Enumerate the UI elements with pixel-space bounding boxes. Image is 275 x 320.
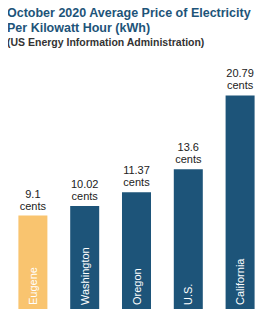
svg-text:California: California (234, 258, 246, 305)
html-text:October 2020 Average Price of: October 2020 Average Price of Electricit… (7, 6, 251, 35)
svg-text:9.1cents: 9.1cents (20, 188, 47, 212)
svg-text:Washington: Washington (79, 247, 91, 305)
svg-text:11.37cents: 11.37cents (123, 164, 150, 188)
svg-text:Eugene: Eugene (27, 267, 39, 305)
svg-text:13.6cents: 13.6cents (175, 141, 202, 165)
html-text:(US Energy Information Adminis: (US Energy Information Administration) (7, 36, 205, 48)
svg-text:20.79cents: 20.79cents (226, 67, 254, 91)
svg-text:Oregon: Oregon (131, 268, 143, 305)
svg-text:U.S.: U.S. (182, 284, 194, 305)
svg-text:10.02cents: 10.02cents (71, 178, 99, 202)
